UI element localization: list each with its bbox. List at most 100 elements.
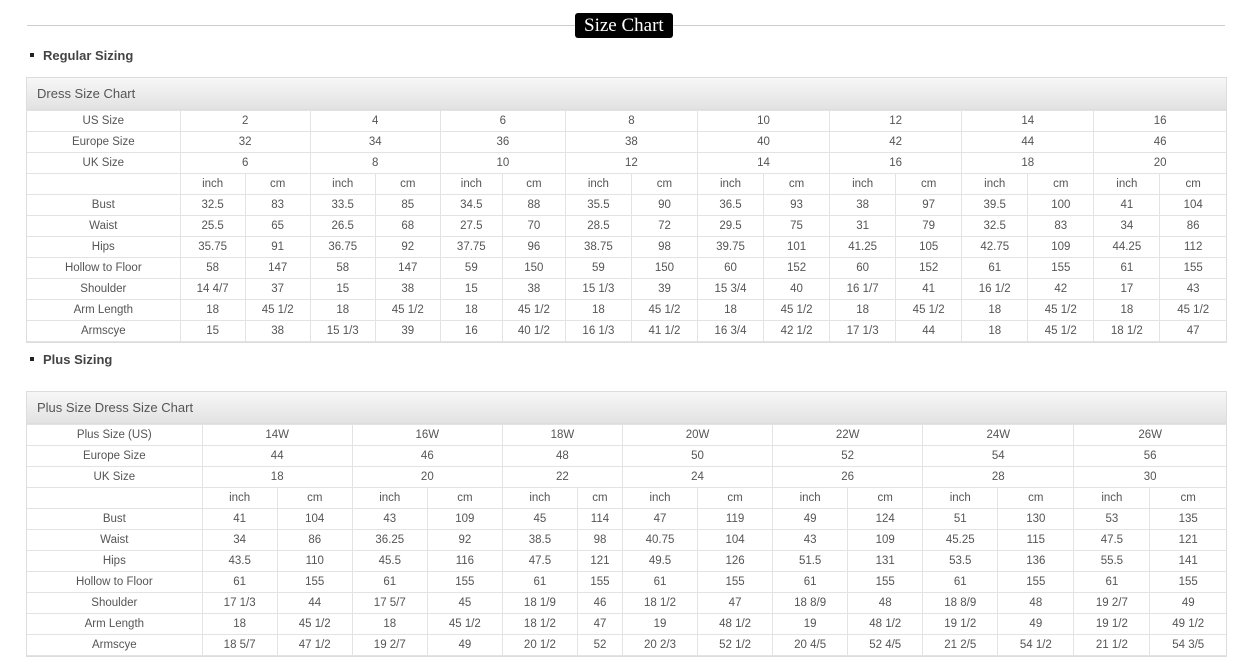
table-row: Hips 43.5 110 45.5 116 47.5 121 49.5 126 51.5 131 5… (27, 550, 1226, 572)
size-cell: 28 (922, 466, 1075, 488)
measure-cell: 47 (576, 613, 623, 635)
measure-cell: 35.5 (564, 194, 632, 216)
row-label: Armscye (27, 320, 181, 342)
measure-cell: 32.5 (179, 194, 246, 216)
measure-cell: 98 (576, 529, 623, 551)
unit-inch: inch (201, 487, 278, 509)
measure-cell: 18 (696, 299, 765, 321)
measure-cell: 65 (244, 215, 311, 237)
plus-size-chart: Plus Size Dress Size Chart Plus Size (US… (26, 391, 1227, 657)
unit-cm: cm (997, 487, 1075, 509)
measure-cell: 18 1/2 (501, 613, 578, 635)
measure-cell: 61 (201, 571, 278, 593)
table-row: Armscye 15 38 15 1/3 39 16 40 1/2 16 1/3 41 1/2 1… (27, 320, 1226, 342)
measure-cell: 16 1/2 (961, 278, 1029, 300)
measure-cell: 42.75 (961, 236, 1029, 258)
row-label: Bust (27, 508, 203, 530)
measure-cell: 20 4/5 (772, 634, 849, 656)
size-cell: 20 (351, 466, 503, 488)
measure-cell: 126 (697, 550, 774, 572)
measure-cell: 38 (374, 278, 441, 300)
measure-cell: 38.75 (564, 236, 632, 258)
unit-cm: cm (1027, 173, 1095, 195)
size-cell: 6 (439, 110, 566, 132)
table-row: Europe Size 44 46 48 50 52 54 56 (27, 445, 1226, 467)
unit-row: inch cm inch cm inch cm inch cm inch cm inch cm inch… (27, 173, 1226, 195)
measure-cell: 104 (697, 529, 774, 551)
measure-cell: 43 (351, 508, 428, 530)
measure-cell: 110 (276, 550, 353, 572)
table-row: Bust 41 104 43 109 45 114 47 119 49 124 51 130 53 135 (27, 508, 1226, 530)
measure-cell: 45 1/2 (374, 299, 441, 321)
measure-cell: 15 1/3 (564, 278, 632, 300)
measure-cell: 155 (1027, 257, 1095, 279)
measure-cell: 61 (772, 571, 849, 593)
measure-cell: 100 (1027, 194, 1095, 216)
measure-cell: 36.5 (696, 194, 765, 216)
measure-cell: 90 (630, 194, 698, 216)
measure-cell: 40.75 (621, 529, 699, 551)
measure-cell: 109 (847, 529, 924, 551)
unit-cm: cm (697, 487, 774, 509)
row-label: Europe Size (27, 445, 203, 467)
row-label: Hollow to Floor (27, 571, 203, 593)
measure-cell: 45 1/2 (501, 299, 566, 321)
size-cell: 50 (621, 445, 774, 467)
measure-cell: 41 (201, 508, 278, 530)
measure-cell: 130 (997, 508, 1075, 530)
measure-cell: 32.5 (961, 215, 1029, 237)
measure-cell: 41 (1093, 194, 1161, 216)
measure-cell: 92 (426, 529, 503, 551)
unit-cm: cm (630, 173, 698, 195)
measure-cell: 85 (374, 194, 441, 216)
row-label: Arm Length (27, 299, 181, 321)
measure-cell: 18 (179, 299, 246, 321)
measure-cell: 51 (922, 508, 999, 530)
measure-cell: 42 1/2 (763, 320, 831, 342)
measure-cell: 47 (697, 592, 774, 614)
unit-inch: inch (922, 487, 999, 509)
row-label: Shoulder (27, 592, 203, 614)
measure-cell: 21 2/5 (922, 634, 999, 656)
unit-cm: cm (895, 173, 963, 195)
measure-cell: 18 8/9 (922, 592, 999, 614)
measure-cell: 17 (1093, 278, 1161, 300)
chart-title: Plus Size Dress Size Chart (27, 392, 1226, 424)
measure-cell: 75 (763, 215, 831, 237)
measure-cell: 101 (763, 236, 831, 258)
measure-cell: 19 (621, 613, 699, 635)
measure-cell: 29.5 (696, 215, 765, 237)
measure-cell: 86 (276, 529, 353, 551)
size-cell: 42 (829, 131, 963, 153)
measure-cell: 58 (309, 257, 376, 279)
table-row: Hollow to Floor 61 155 61 155 61 155 61 155 61 155… (27, 571, 1226, 593)
measure-cell: 36.75 (309, 236, 376, 258)
size-cell: 22W (772, 424, 924, 446)
measure-cell: 18 1/2 (621, 592, 699, 614)
size-chart-header: Size Chart (27, 13, 1225, 39)
unit-cm: cm (374, 173, 441, 195)
measure-cell: 49 1/2 (1149, 613, 1226, 635)
measure-cell: 155 (697, 571, 774, 593)
measure-cell: 83 (1027, 215, 1095, 237)
bullet-icon (30, 356, 34, 361)
measure-cell: 136 (997, 550, 1075, 572)
measure-cell: 79 (895, 215, 963, 237)
measure-cell: 15 1/3 (309, 320, 376, 342)
measure-cell: 44 (895, 320, 963, 342)
measure-cell: 61 (501, 571, 578, 593)
measure-cell: 37 (244, 278, 311, 300)
measure-cell: 26.5 (309, 215, 376, 237)
measure-cell: 34 (1093, 215, 1161, 237)
measure-cell: 54 3/5 (1149, 634, 1226, 656)
size-table: US Size 2 4 6 8 10 12 14 16 Europe Size 32 34 36 38 40… (27, 110, 1226, 342)
measure-cell: 38 (829, 194, 897, 216)
measure-cell: 15 (179, 320, 246, 342)
measure-cell: 47 (1159, 320, 1226, 342)
unit-cm: cm (244, 173, 311, 195)
size-cell: 4 (309, 110, 441, 132)
measure-cell: 39 (374, 320, 441, 342)
size-cell: 8 (309, 152, 441, 174)
measure-cell: 15 (439, 278, 503, 300)
bullet-icon (30, 52, 34, 57)
